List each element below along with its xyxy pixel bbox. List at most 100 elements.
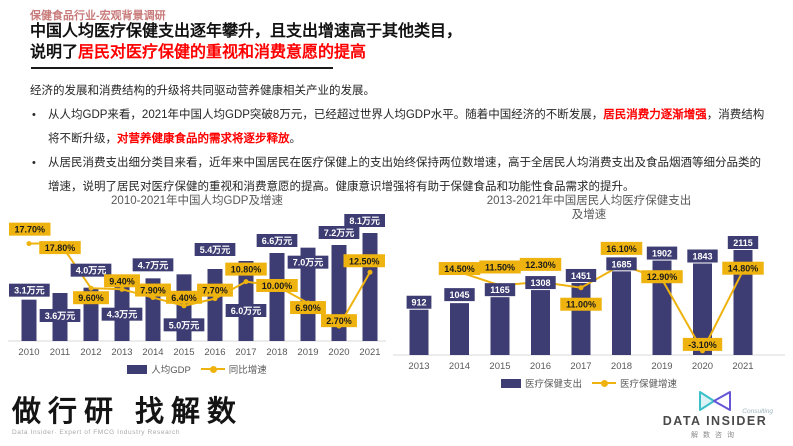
body-segment: 从居民消费支出细分类目来看，近年来中国居民在医疗保健上的支出始终保持两位数增速，… [48,157,761,193]
svg-text:7.70%: 7.70% [202,286,228,296]
line-legend-swatch [200,365,225,373]
svg-text:2.70%: 2.70% [326,316,352,326]
bullet-item: 从人均GDP来看，2021年中国人均GDP突破8万元，已经超过世界人均GDP水平… [30,103,772,151]
svg-text:2010: 2010 [18,347,39,358]
emphasis-text: 对营养健康食品的需求将逐步释放 [117,133,290,145]
title-underline [31,67,333,69]
svg-text:2020: 2020 [692,361,713,372]
bowtie-logo-row: Consulting [655,389,775,415]
svg-text:4.0万元: 4.0万元 [76,266,107,276]
bullet-list: 从人均GDP来看，2021年中国人均GDP突破8万元，已经超过世界人均GDP水平… [30,103,772,199]
svg-text:2018: 2018 [266,347,287,358]
legend-label: 同比增速 [228,365,267,376]
svg-text:1451: 1451 [571,271,591,281]
svg-text:2011: 2011 [50,347,70,358]
svg-text:12.50%: 12.50% [349,256,380,266]
svg-text:2015: 2015 [489,361,510,372]
charts-row: 2010-2021年中国人均GDP及增速 2010 2011 2012 2013 201… [8,194,785,390]
legend-label: 医疗保健增速 [620,379,678,390]
svg-text:14.80%: 14.80% [728,264,759,274]
svg-text:5.4万元: 5.4万元 [200,245,231,255]
body-text: 经济的发展和消费结构的升级将共同驱动营养健康相关产业的发展。 从人均GDP来看，… [30,79,772,199]
legend-item: 人均GDP [127,362,191,376]
svg-text:2014: 2014 [449,361,470,372]
svg-text:9.60%: 9.60% [78,293,104,303]
bowtie-logo-icon [699,391,731,411]
intro-paragraph: 经济的发展和消费结构的升级将共同驱动营养健康相关产业的发展。 [30,85,375,97]
brand-name: DATA INSIDER [662,414,768,428]
bullet-item: 从居民消费支出细分类目来看，近年来中国居民在医疗保健上的支出始终保持两位数增速，… [30,151,772,199]
healthcare-chart-title: 2013-2021年中国居民人均医疗保健支出及增速 [486,195,692,221]
legend-item: 医疗保健增速 [592,376,677,390]
footer-logo-left: 做行研 找解数 Data Insider· Expert of FMCG Ind… [12,397,243,436]
title-line2-red: 居民对医疗保健的重视和消费意愿的提高 [78,44,367,61]
svg-text:4.7万元: 4.7万元 [138,260,169,270]
svg-text:2013: 2013 [408,361,429,372]
bar-legend-swatch [500,378,521,388]
svg-text:14.50%: 14.50% [444,264,475,274]
svg-text:2016: 2016 [204,347,225,358]
legend-item: 医疗保健支出 [500,376,582,390]
healthcare-chart: 2013-2021年中国居民人均医疗保健支出及增速 2013 2014 2015 20… [393,194,785,390]
svg-text:2019: 2019 [297,347,318,358]
legend-label: 医疗保健支出 [524,379,582,390]
svg-text:10.80%: 10.80% [231,265,262,275]
gdp-chart-title: 2010-2021年中国人均GDP及增速 [111,195,283,207]
svg-text:1165: 1165 [490,285,510,295]
svg-text:2020: 2020 [328,347,349,358]
svg-text:7.0万元: 7.0万元 [293,258,324,268]
healthcare-chart-legend: 医疗保健支出 医疗保健增速 [500,376,677,390]
svg-text:7.2万元: 7.2万元 [324,228,355,238]
svg-text:2012: 2012 [80,347,101,358]
body-segment: 。 [289,133,302,145]
gdp-chart: 2010-2021年中国人均GDP及增速 2010 2011 2012 2013 201… [8,194,386,390]
bar-legend-swatch [127,364,148,374]
svg-text:2018: 2018 [611,361,632,372]
svg-text:2019: 2019 [651,361,672,372]
svg-text:6.0万元: 6.0万元 [231,306,262,316]
brand-name-cn: 解数咨询 [691,432,739,439]
svg-text:1308: 1308 [530,278,550,288]
svg-text:6.6万元: 6.6万元 [262,236,293,246]
svg-text:6.90%: 6.90% [295,303,321,313]
svg-text:11.50%: 11.50% [485,262,515,272]
svg-text:1045: 1045 [449,290,469,300]
footer-logo-subtext: Data Insider· Expert of FMCG Industry Re… [12,429,181,436]
footer-logo-text: 做行研 找解数 [12,396,244,428]
svg-text:10.00%: 10.00% [262,281,293,291]
legend-label: 人均GDP [151,365,191,376]
consulting-label: Consulting [742,408,773,415]
kicker: 保健食品行业-宏观背景调研 [30,10,166,22]
svg-text:3.6万元: 3.6万元 [45,311,76,321]
title-line2-black: 说明了 [30,44,79,61]
svg-text:2017: 2017 [235,347,256,358]
legend-item: 同比增速 [200,362,267,376]
emphasis-text: 居民消费力逐渐增强 [603,109,707,121]
svg-text:1685: 1685 [611,259,631,269]
healthcare-chart-canvas: 2013 2014 2015 2016 2017 2018 2019 2020 2021 912 1… [393,236,785,372]
svg-text:1902: 1902 [652,249,672,259]
svg-text:12.90%: 12.90% [647,272,678,282]
line-legend-swatch [592,379,616,387]
title-line1: 中国人均医疗保健支出逐年攀升，且支出增速高于其他类目， [30,23,463,40]
body-segment: ，消费结构将不断升级， [48,109,765,145]
svg-text:6.40%: 6.40% [171,293,197,303]
svg-text:2013: 2013 [111,347,132,358]
svg-text:16.10%: 16.10% [606,244,637,254]
svg-text:2115: 2115 [733,238,753,248]
svg-text:-3.10%: -3.10% [688,340,717,350]
svg-text:11.00%: 11.00% [566,300,596,310]
svg-text:2014: 2014 [142,347,163,358]
svg-text:2021: 2021 [359,347,380,358]
svg-text:17.80%: 17.80% [45,243,76,253]
gdp-chart-legend: 人均GDP 同比增速 [127,362,267,376]
page-title: 中国人均医疗保健支出逐年攀升，且支出增速高于其他类目， 说明了居民对医疗保健的重… [30,21,462,63]
svg-text:2017: 2017 [570,361,591,372]
svg-text:9.40%: 9.40% [109,276,135,286]
svg-text:5.0万元: 5.0万元 [169,320,200,330]
svg-text:8.1万元: 8.1万元 [349,216,380,226]
svg-text:2016: 2016 [530,361,551,372]
footer-logo-right: Consulting DATA INSIDER 解数咨询 [655,389,775,440]
svg-text:2021: 2021 [732,361,753,372]
